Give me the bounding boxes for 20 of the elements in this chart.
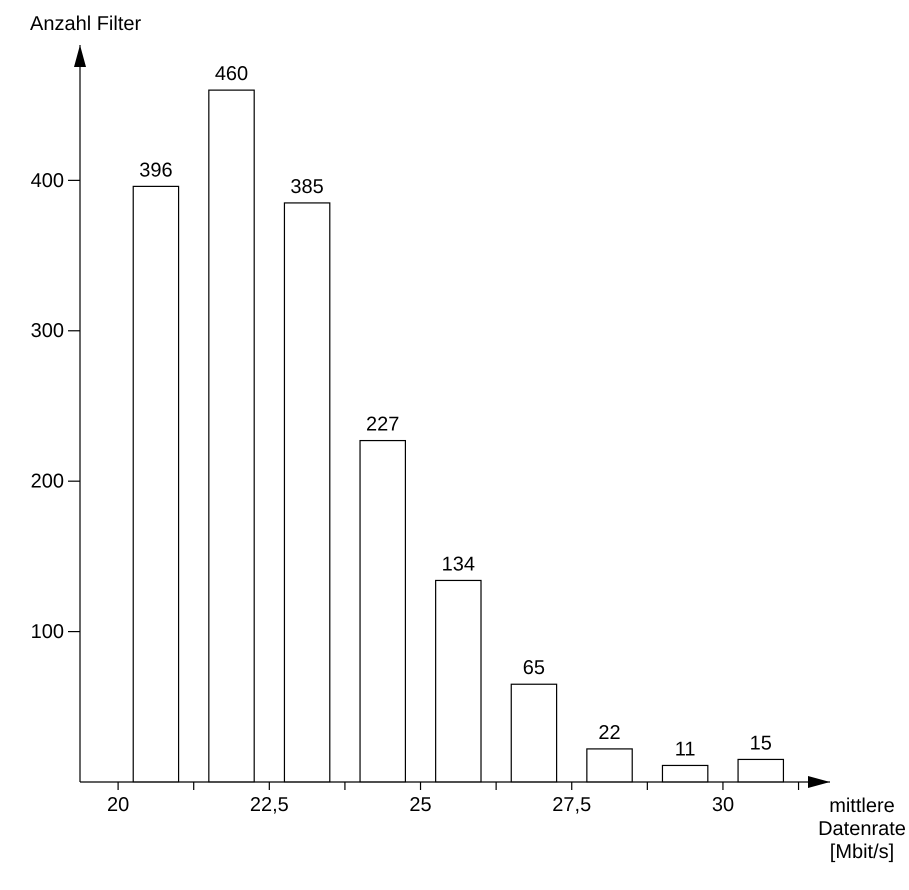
x-tick-label: 27,5 bbox=[552, 794, 592, 816]
y-tick-label: 400 bbox=[30, 170, 64, 192]
y-tick-label: 200 bbox=[30, 470, 64, 493]
x-tick-label: 20 bbox=[106, 794, 130, 816]
y-tick-label: 100 bbox=[30, 620, 64, 643]
data-label: 22 bbox=[598, 722, 621, 744]
data-label: 134 bbox=[442, 553, 476, 576]
y-tick-label: 300 bbox=[30, 320, 64, 342]
y-axis-title: Anzahl Filter bbox=[30, 13, 142, 35]
x-axis-title: mittlere Datenrate [Mbit/s] bbox=[818, 795, 906, 863]
data-label: 385 bbox=[290, 176, 324, 198]
data-label: 460 bbox=[214, 63, 248, 86]
x-tick-label: 22,5 bbox=[250, 794, 289, 816]
x-tick-label: 30 bbox=[712, 794, 734, 816]
x-tick-label: 25 bbox=[409, 794, 432, 816]
data-label: 396 bbox=[139, 159, 173, 182]
data-label: 11 bbox=[674, 738, 696, 760]
data-label: 227 bbox=[366, 414, 400, 436]
data-label: 15 bbox=[750, 732, 772, 754]
data-label: 65 bbox=[522, 657, 546, 680]
